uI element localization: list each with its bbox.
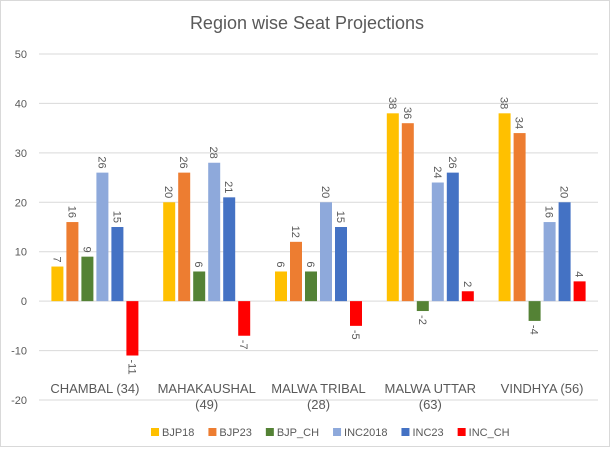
- data-label: 16: [65, 206, 77, 218]
- data-label: 24: [431, 166, 443, 178]
- legend-label: INC2018: [344, 427, 387, 439]
- y-tick-label: -20: [11, 395, 27, 407]
- data-label: 9: [80, 247, 92, 253]
- legend-swatch: [457, 428, 466, 436]
- data-label: -11: [125, 360, 137, 375]
- bar-bjp-ch: [416, 301, 429, 312]
- data-label: 4: [573, 271, 585, 277]
- chart-title: Region wise Seat Projections: [190, 13, 424, 33]
- bar-bjp23: [178, 172, 191, 302]
- bar-bjp-ch: [81, 256, 94, 302]
- bar-inc23: [111, 227, 124, 302]
- bar-inc2018: [543, 222, 556, 302]
- y-tick-label: 50: [15, 49, 27, 61]
- legend-label: INC23: [412, 427, 443, 439]
- data-label: 20: [558, 186, 570, 198]
- bar-inc23: [335, 227, 347, 302]
- data-label: 12: [289, 226, 301, 238]
- data-label: 38: [498, 97, 510, 109]
- bar-inc23: [558, 202, 571, 302]
- bar-inc-ch: [461, 291, 474, 302]
- data-label: 15: [110, 211, 122, 223]
- category-label: MALWA UTTAR: [385, 381, 476, 396]
- data-label: 20: [162, 186, 174, 198]
- data-label: -7: [237, 340, 249, 350]
- bar-inc-ch: [350, 301, 362, 326]
- bar-inc-ch: [573, 281, 586, 302]
- data-label: 28: [207, 146, 219, 158]
- data-label: 16: [543, 206, 555, 218]
- category-label: MALWA TRIBAL: [271, 381, 365, 396]
- bar-inc-ch: [126, 301, 139, 356]
- legend-label: BJP23: [219, 427, 251, 439]
- y-tick-label: 0: [21, 296, 27, 308]
- legend-swatch: [151, 428, 159, 436]
- bar-bjp-ch: [193, 271, 206, 302]
- data-label: 6: [304, 261, 316, 267]
- bar-inc-ch: [238, 301, 251, 336]
- y-tick-label: 30: [15, 148, 27, 160]
- y-tick-label: 20: [15, 197, 27, 209]
- bar-bjp18: [386, 113, 399, 302]
- bar-bjp18: [51, 266, 64, 302]
- data-label: 6: [274, 261, 286, 267]
- legend-swatch: [401, 428, 410, 436]
- legend-swatch: [208, 428, 217, 436]
- data-label: 21: [222, 181, 234, 193]
- category-label: (49): [195, 397, 218, 412]
- category-label: CHAMBAL (34): [50, 381, 139, 396]
- legend-label: BJP_CH: [277, 427, 319, 439]
- y-tick-label: 10: [15, 247, 27, 259]
- legend-label: BJP18: [162, 427, 194, 439]
- legend-label: INC_CH: [469, 427, 510, 439]
- bar-bjp-ch: [305, 271, 317, 302]
- data-label: 26: [446, 156, 458, 168]
- category-label: MAHAKAUSHAL: [158, 381, 256, 396]
- bar-inc23: [223, 197, 236, 302]
- data-label: 7: [50, 256, 62, 262]
- y-tick-label: 40: [15, 98, 27, 110]
- data-label: 2: [461, 281, 473, 287]
- bar-bjp-ch: [528, 301, 541, 321]
- data-label: 26: [95, 156, 107, 168]
- category-label: (28): [307, 397, 330, 412]
- bar-inc2018: [320, 202, 332, 302]
- data-label: -2: [416, 315, 428, 325]
- bar-inc2018: [431, 182, 444, 302]
- data-label: 20: [319, 186, 331, 198]
- data-label: 34: [513, 117, 525, 129]
- data-label: 6: [192, 261, 204, 267]
- legend-swatch: [265, 428, 274, 436]
- data-label: -4: [528, 325, 540, 335]
- bar-bjp18: [498, 113, 511, 302]
- category-label: VINDHYA (56): [501, 381, 584, 396]
- legend-swatch: [333, 428, 342, 436]
- bar-bjp23: [513, 133, 526, 302]
- bar-inc2018: [208, 162, 221, 302]
- data-label: 38: [386, 97, 398, 109]
- bar-inc2018: [96, 172, 109, 302]
- bar-bjp23: [290, 241, 302, 302]
- data-label: -5: [349, 330, 361, 340]
- category-label: (63): [419, 397, 442, 412]
- data-label: 15: [334, 211, 346, 223]
- bar-bjp18: [275, 271, 287, 302]
- data-label: 36: [401, 107, 413, 119]
- bar-bjp23: [401, 123, 414, 302]
- y-tick-label: -10: [11, 346, 27, 358]
- bar-bjp23: [66, 222, 79, 302]
- data-label: 26: [177, 156, 189, 168]
- bar-bjp18: [163, 202, 176, 302]
- bar-inc23: [446, 172, 459, 302]
